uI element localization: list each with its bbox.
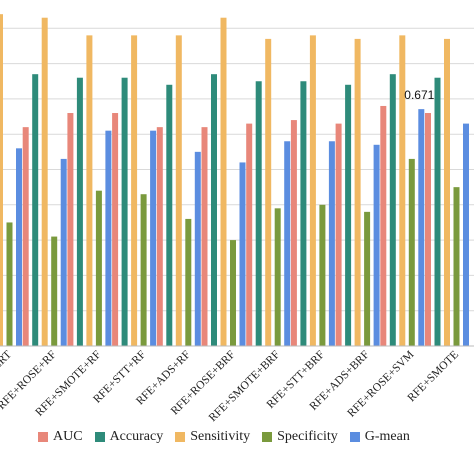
bar-g-mean [150, 130, 157, 346]
bar-sensitivity [41, 17, 48, 347]
legend-item-accuracy: Accuracy [94, 429, 164, 445]
bar-specificity [140, 194, 147, 346]
bar-g-mean [463, 123, 469, 346]
bar-g-mean [239, 162, 246, 346]
x-tick-label: ERT [0, 349, 14, 372]
bar-sensitivity [444, 38, 450, 346]
bar-specificity [319, 204, 326, 346]
bar-specificity [51, 236, 58, 346]
bar-g-mean [16, 148, 22, 346]
bar-accuracy [300, 81, 307, 346]
bar-accuracy [121, 77, 128, 346]
legend-item-specificity: Specificity [262, 429, 338, 445]
legend-item-sensitivity: Sensitivity [175, 429, 250, 445]
bar-accuracy [166, 84, 173, 346]
bar-auc [335, 123, 342, 346]
bar-specificity [364, 211, 371, 346]
legend-swatch-sensitivity [175, 432, 186, 442]
legend-swatch-auc [38, 432, 48, 442]
bar-specificity [453, 187, 460, 346]
legend-swatch-accuracy [94, 432, 105, 442]
legend-label-accuracy: Accuracy [109, 429, 164, 444]
bar-g-mean [328, 141, 335, 346]
bar-specificity [274, 208, 281, 346]
bar-sensitivity [0, 14, 3, 347]
annotation-label: 0.671 [404, 88, 434, 102]
bar-accuracy [32, 74, 39, 346]
legend-label-sensitivity: Sensitivity [190, 429, 251, 444]
bar-accuracy [434, 77, 441, 346]
legend-swatch-specificity [262, 432, 273, 442]
bar-specificity [95, 190, 102, 346]
bar-auc [425, 113, 431, 347]
bar-sensitivity [399, 35, 406, 347]
bar-sensitivity [354, 38, 361, 346]
bars [0, 14, 469, 347]
bar-accuracy [389, 74, 396, 346]
bar-g-mean [284, 141, 291, 346]
bar-specificity [408, 158, 415, 346]
bar-g-mean [418, 109, 425, 347]
bar-specificity [230, 240, 236, 346]
bar-specificity [6, 222, 13, 346]
bar-auc [112, 113, 119, 347]
legend-swatch-g-mean [349, 432, 360, 442]
legend-label-auc: AUC [53, 429, 83, 444]
bar-auc [22, 127, 29, 346]
bar-auc [67, 113, 74, 347]
bar-g-mean [60, 158, 67, 346]
bar-auc [246, 123, 253, 346]
legend: AUC Accuracy Sensitivity Specificity G-m… [38, 426, 474, 448]
bar-sensitivity [309, 35, 316, 347]
bar-accuracy [211, 74, 217, 346]
bar-auc [201, 127, 208, 346]
bar-auc [290, 120, 297, 346]
legend-label-specificity: Specificity [277, 429, 338, 444]
bar-auc [380, 105, 387, 347]
bar-auc [156, 127, 163, 346]
x-tick-labels: ERTRFE+ROSE+RFRFE+SMOTE+RFRFE+STT+RFRFE+… [0, 349, 461, 425]
bar-accuracy [255, 81, 262, 346]
bar-g-mean [373, 144, 380, 346]
bar-specificity [185, 218, 192, 346]
legend-item-g-mean: G-mean [349, 429, 410, 445]
bar-g-mean [194, 151, 201, 346]
bar-sensitivity [131, 35, 138, 347]
bar-accuracy [76, 77, 83, 346]
legend-label-g-mean: G-mean [364, 429, 410, 444]
legend-item-auc: AUC [38, 429, 83, 445]
bar-sensitivity [86, 35, 93, 347]
bar-sensitivity [265, 38, 272, 346]
bar-accuracy [345, 84, 352, 346]
bar-g-mean [105, 130, 112, 346]
bar-sensitivity [220, 17, 227, 347]
bar-sensitivity [175, 35, 182, 347]
